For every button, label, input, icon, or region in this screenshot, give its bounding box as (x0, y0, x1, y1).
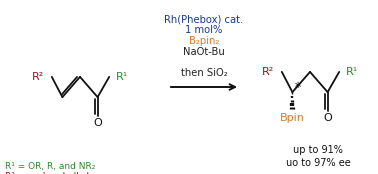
Text: B₂pin₂: B₂pin₂ (189, 36, 219, 46)
Text: up to 91%: up to 91% (293, 145, 343, 155)
Text: O: O (93, 118, 102, 128)
Text: NaOt-Bu: NaOt-Bu (183, 47, 225, 57)
Text: R¹: R¹ (346, 67, 358, 77)
Text: R²: R² (31, 72, 44, 82)
Text: Bpin: Bpin (280, 113, 305, 123)
Text: Rh(Phebox) cat.: Rh(Phebox) cat. (164, 14, 244, 24)
Text: 1 mol%: 1 mol% (185, 25, 223, 35)
Text: ∗: ∗ (293, 80, 302, 90)
Text: R²: R² (262, 67, 274, 77)
Text: R¹: R¹ (116, 72, 129, 82)
Text: R¹ = OR, R, and NR₂: R¹ = OR, R, and NR₂ (5, 162, 95, 171)
Text: O: O (323, 113, 332, 123)
Text: uo to 97% ee: uo to 97% ee (286, 158, 350, 168)
Text: R² = aryl and alkyl: R² = aryl and alkyl (5, 172, 89, 174)
Text: then SiO₂: then SiO₂ (181, 68, 228, 78)
